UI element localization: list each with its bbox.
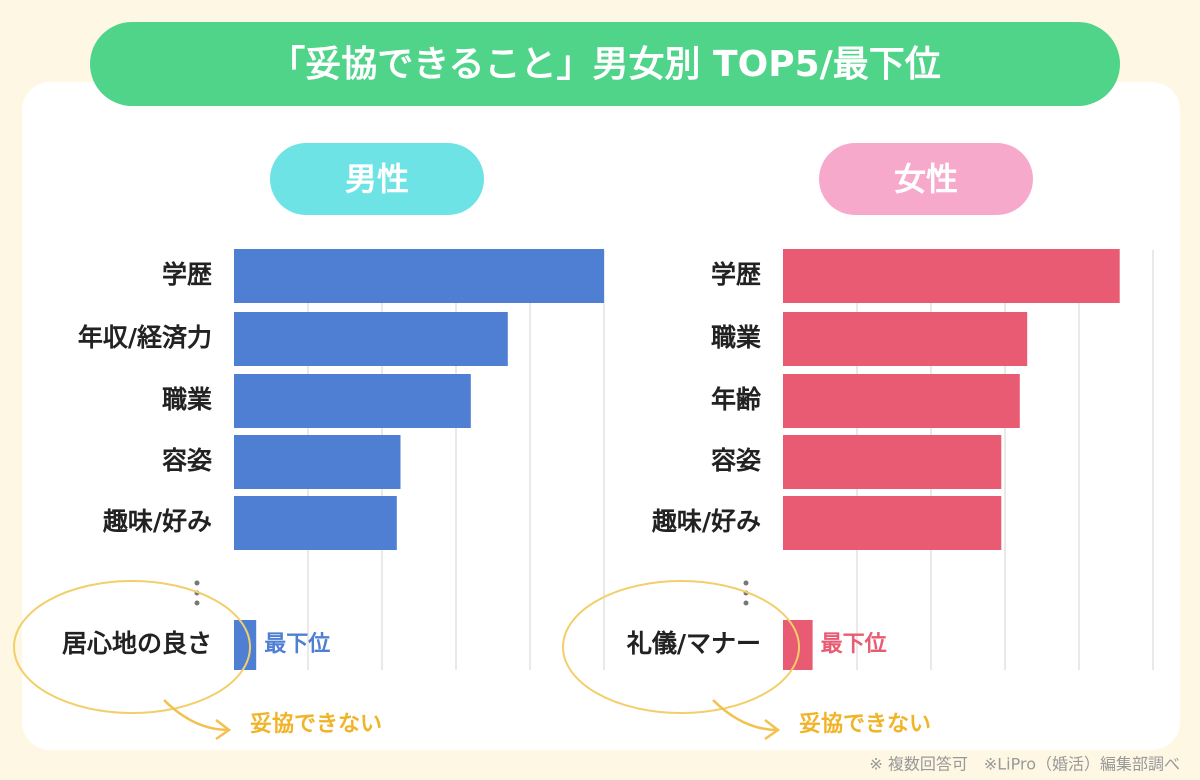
category-label: 居心地の良さ: [62, 629, 212, 658]
bar: [783, 620, 813, 670]
category-label: 年齢: [711, 385, 761, 414]
category-label: 職業: [711, 323, 761, 352]
category-label: 学歴: [711, 260, 761, 289]
bar: [783, 249, 1120, 303]
bar: [783, 312, 1028, 366]
subtitle-pill: [819, 143, 1033, 215]
bar: [783, 374, 1020, 428]
subtitle-pill: [270, 143, 484, 215]
highlight-circle: [562, 580, 800, 714]
bar: [234, 249, 604, 303]
note: 妥協できない: [250, 711, 382, 737]
category-label: 趣味/好み: [102, 507, 212, 536]
note: 妥協できない: [799, 711, 931, 737]
footnote: ※ 複数回答可 ※LiPro（婚活）編集部調べ: [869, 755, 1180, 774]
bar: [783, 435, 1002, 489]
ellipsis-dot: [743, 600, 749, 606]
ellipsis-dot: [194, 580, 200, 586]
bar: [783, 496, 1002, 550]
rank-label: 最下位: [264, 631, 330, 657]
arrow: [712, 699, 781, 741]
rank-label: 最下位: [821, 631, 887, 657]
bar: [234, 374, 471, 428]
bar: [234, 620, 257, 670]
category-label: 年収/経済力: [78, 323, 212, 352]
category-label: 礼儀/マナー: [626, 629, 761, 658]
ellipsis-dot: [743, 580, 749, 586]
category-label: 趣味/好み: [651, 507, 761, 536]
category-label: 容姿: [162, 446, 212, 475]
category-label: 容姿: [711, 446, 761, 475]
subtitle: 男性: [345, 160, 409, 198]
arrow: [163, 699, 232, 741]
subtitle: 女性: [894, 160, 958, 198]
bar: [234, 312, 508, 366]
bar: [234, 496, 397, 550]
title-banner: [90, 22, 1120, 106]
ellipsis-dot: [194, 600, 200, 606]
highlight-circle: [13, 580, 251, 714]
bar: [234, 435, 401, 489]
title: 「妥協できること」男女別 TOP5/最下位: [269, 44, 941, 85]
category-label: 職業: [162, 385, 212, 414]
category-label: 学歴: [162, 260, 212, 289]
